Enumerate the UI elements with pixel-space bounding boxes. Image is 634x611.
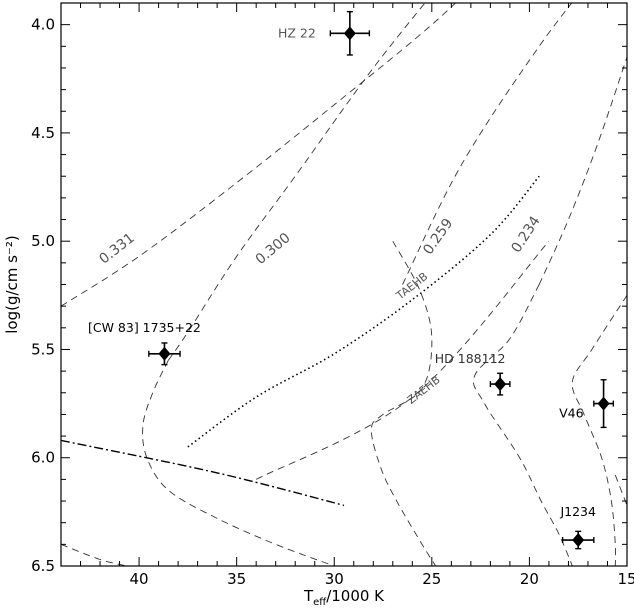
x-axis-title: Teff/1000 K: [303, 587, 385, 608]
track-line-7: [571, 295, 627, 566]
track-line-8: [614, 474, 627, 506]
track-line-0: [61, 3, 457, 307]
axes: 40 35 30 25 20 15 4.0 4.5 5.0 5.5 6.0 6.5: [31, 2, 634, 588]
y-tick-label-2: 5.0: [31, 232, 55, 250]
star-marker-3: V46: [559, 379, 615, 429]
x-tick-label-2: 30: [325, 570, 344, 588]
track-labels: 0.331 0.300 0.259 0.234 TAEHB ZAEHB: [96, 213, 543, 406]
track-line-1: [167, 3, 426, 361]
y-tick-label-4: 6.0: [31, 449, 55, 467]
x-axis-title-rest: /1000 K: [326, 587, 385, 605]
star-diamond-4: [572, 533, 585, 548]
track-line-6: [538, 56, 627, 285]
star-label-1: [CW 83] 1735+22: [88, 320, 201, 335]
track-line-9: [61, 543, 128, 566]
y-tick-label-5: 6.5: [31, 557, 55, 575]
star-diamond-0: [343, 26, 356, 41]
star-marker-1: [CW 83] 1735+22: [88, 320, 201, 366]
star-points: HZ 22 [CW 83] 1735+22 HD 188112 V46 J1234: [88, 10, 615, 550]
x-tick-label-0: 40: [130, 570, 149, 588]
track-line-2: [142, 360, 335, 566]
x-axis-title-sub: eff: [313, 597, 327, 608]
x-axis-title-main: T: [303, 587, 314, 605]
y-tick-label-3: 5.5: [31, 340, 55, 358]
star-label-4: J1234: [559, 504, 596, 519]
track-label-0234: 0.234: [508, 213, 543, 255]
star-diamond-2: [494, 377, 507, 392]
y-axis-title: log(g/cm s⁻²): [3, 235, 21, 334]
star-diamond-1: [158, 346, 171, 361]
taehb-line: [187, 175, 540, 448]
track-label-0331: 0.331: [96, 230, 137, 267]
evolution-tracks: [61, 3, 627, 566]
track-label-0259: 0.259: [420, 216, 456, 258]
horizontal-branch-lines: [61, 175, 550, 507]
star-label-0: HZ 22: [278, 25, 316, 40]
taehb-label: TAEHB: [393, 270, 430, 303]
star-marker-2: HD 188112: [435, 351, 511, 396]
x-tick-label-3: 25: [422, 570, 441, 588]
x-tick-label-1: 35: [227, 570, 246, 588]
star-label-3: V46: [559, 406, 584, 421]
star-marker-0: HZ 22: [278, 10, 371, 56]
y-tick-label-0: 4.0: [31, 16, 55, 34]
track-line-5: [473, 284, 573, 566]
star-diamond-3: [597, 396, 610, 411]
hb-end-line: [61, 439, 345, 507]
x-tick-label-4: 20: [520, 570, 539, 588]
zaehb-label: ZAEHB: [405, 373, 443, 407]
track-label-0300: 0.300: [253, 230, 294, 268]
x-tick-label-5: 15: [617, 570, 634, 588]
track-line-3: [370, 240, 437, 566]
star-marker-4: J1234: [559, 504, 596, 550]
star-label-2: HD 188112: [435, 351, 506, 366]
y-tick-label-1: 4.5: [31, 124, 55, 142]
track-line-4: [402, 3, 573, 285]
plot-frame: [60, 2, 628, 567]
